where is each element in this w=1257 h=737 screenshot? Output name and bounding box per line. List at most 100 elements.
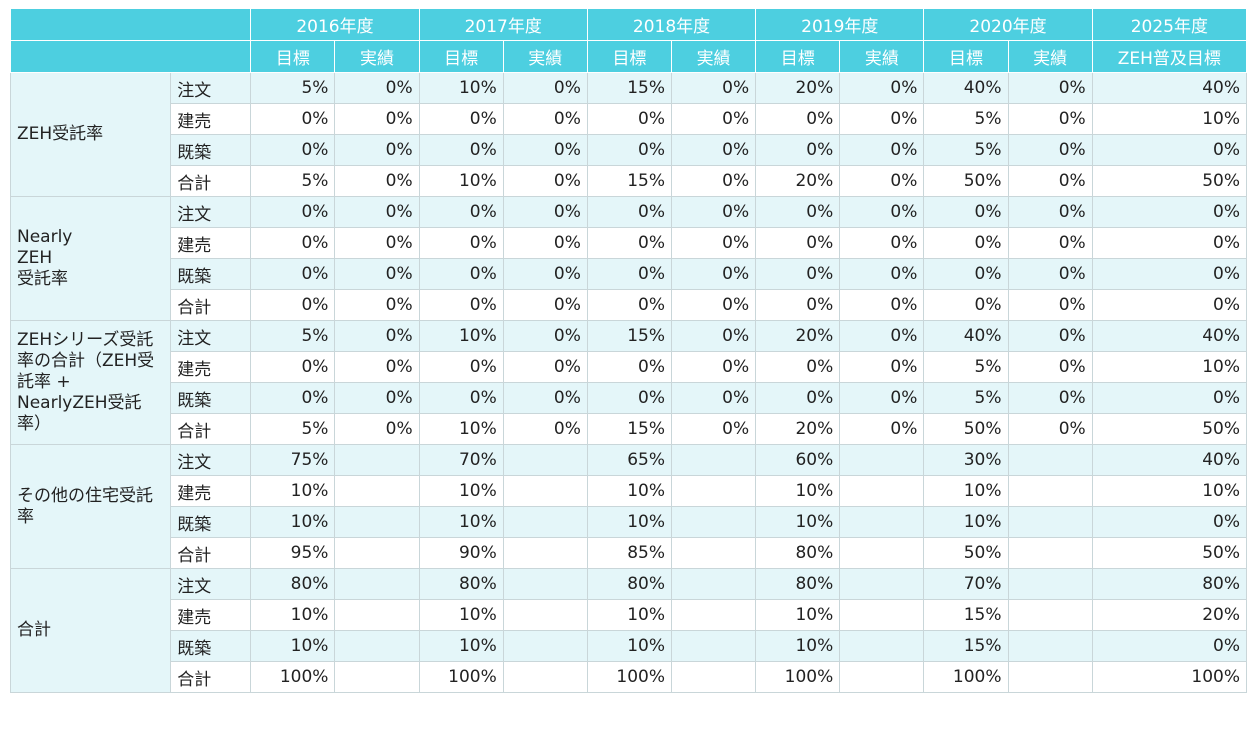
value-cell: 15% bbox=[586, 413, 673, 445]
value-cell: 10% bbox=[250, 630, 336, 662]
row-type-label: 既築 bbox=[170, 506, 252, 538]
value-cell: 0% bbox=[1007, 165, 1093, 197]
table-row: 既築 0% 0% 0% 0% 0% 0% 0% 0% 5% 0% 0% bbox=[11, 382, 1248, 414]
header-corner-sub bbox=[9, 40, 252, 73]
row-type-label: 既築 bbox=[170, 258, 252, 290]
actual-header: 実績 bbox=[334, 40, 420, 73]
value-cell: 0% bbox=[1007, 134, 1093, 166]
value-cell bbox=[1007, 506, 1093, 538]
value-cell: 0% bbox=[586, 103, 673, 135]
table-row: 既築 0% 0% 0% 0% 0% 0% 0% 0% 5% 0% 0% bbox=[11, 134, 1248, 166]
value-cell: 0% bbox=[670, 165, 757, 197]
value-cell: 90% bbox=[418, 537, 504, 569]
value-cell bbox=[839, 599, 925, 631]
value-cell: 80% bbox=[586, 568, 673, 600]
value-cell: 0% bbox=[923, 227, 1009, 259]
row-type-label: 合計 bbox=[170, 661, 252, 693]
value-cell: 15% bbox=[923, 599, 1009, 631]
value-cell bbox=[502, 475, 588, 507]
value-cell: 0% bbox=[1007, 382, 1093, 414]
value-cell bbox=[502, 630, 588, 662]
value-cell: 0% bbox=[334, 134, 420, 166]
value-cell: 10% bbox=[1091, 475, 1248, 507]
table-row: 合計 95% 90% 85% 80% 50% 50% bbox=[11, 537, 1248, 569]
value-cell: 20% bbox=[1091, 599, 1248, 631]
table-row: Nearly ZEH 受託率 注文 0% 0% 0% 0% 0% 0% 0% 0% 0% 0% 0% bbox=[9, 196, 1248, 321]
value-cell: 10% bbox=[755, 475, 841, 507]
row-type-label: 建売 bbox=[170, 475, 252, 507]
value-cell: 0% bbox=[418, 351, 504, 383]
value-cell: 0% bbox=[1007, 196, 1093, 228]
value-cell: 0% bbox=[839, 72, 925, 104]
value-cell: 0% bbox=[502, 227, 588, 259]
value-cell: 0% bbox=[755, 103, 841, 135]
value-cell: 0% bbox=[418, 227, 504, 259]
value-cell: 100% bbox=[586, 661, 673, 693]
category-label: Nearly ZEH 受託率 bbox=[9, 196, 172, 321]
row-type-label: 合計 bbox=[170, 165, 252, 197]
value-cell: 0% bbox=[839, 258, 925, 290]
value-cell: 100% bbox=[418, 661, 504, 693]
value-cell: 0% bbox=[670, 134, 757, 166]
value-cell: 0% bbox=[839, 134, 925, 166]
row-type-label: 合計 bbox=[170, 413, 252, 445]
value-cell: 0% bbox=[334, 320, 420, 352]
value-cell: 15% bbox=[923, 630, 1009, 662]
value-cell: 50% bbox=[923, 537, 1009, 569]
actual-header: 実績 bbox=[1007, 40, 1093, 73]
table-row: 合計 注文 80% 80% 80% 80% 70% 80% bbox=[9, 568, 1248, 693]
value-cell: 40% bbox=[1091, 72, 1248, 104]
value-cell: 10% bbox=[586, 506, 673, 538]
row-type-label: 建売 bbox=[170, 351, 252, 383]
actual-header: 実績 bbox=[839, 40, 925, 73]
value-cell: 10% bbox=[250, 506, 336, 538]
year-header-2018: 2018年度 bbox=[586, 8, 757, 41]
row-type-label: 注文 bbox=[170, 568, 252, 600]
value-cell: 0% bbox=[586, 258, 673, 290]
value-cell bbox=[1007, 568, 1093, 600]
value-cell: 0% bbox=[250, 134, 336, 166]
value-cell: 0% bbox=[1091, 258, 1248, 290]
table-row: 建売 0% 0% 0% 0% 0% 0% 0% 0% 5% 0% 10% bbox=[11, 103, 1248, 135]
value-cell: 0% bbox=[502, 320, 588, 352]
table-row: 合計 5% 0% 10% 0% 15% 0% 20% 0% 50% 0% 50% bbox=[11, 165, 1248, 197]
value-cell: 0% bbox=[1007, 258, 1093, 290]
value-cell: 20% bbox=[755, 320, 841, 352]
value-cell bbox=[502, 661, 588, 693]
value-cell: 50% bbox=[1091, 165, 1248, 197]
value-cell: 0% bbox=[502, 72, 588, 104]
value-cell: 0% bbox=[755, 134, 841, 166]
target-header: 目標 bbox=[923, 40, 1009, 73]
value-cell: 70% bbox=[923, 568, 1009, 600]
value-cell: 10% bbox=[418, 630, 504, 662]
value-cell: 10% bbox=[755, 630, 841, 662]
value-cell: 0% bbox=[250, 227, 336, 259]
value-cell: 0% bbox=[502, 289, 588, 321]
value-cell: 0% bbox=[670, 227, 757, 259]
table-row: 建売 0% 0% 0% 0% 0% 0% 0% 0% 5% 0% 10% bbox=[11, 351, 1248, 383]
value-cell: 10% bbox=[1091, 103, 1248, 135]
target-header: 目標 bbox=[586, 40, 673, 73]
value-cell: 20% bbox=[755, 413, 841, 445]
value-cell: 0% bbox=[586, 382, 673, 414]
value-cell: 0% bbox=[418, 382, 504, 414]
value-cell: 50% bbox=[923, 165, 1009, 197]
value-cell bbox=[502, 506, 588, 538]
value-cell: 0% bbox=[670, 196, 757, 228]
category-label: ZEHシリーズ受託率の合計（ZEH受託率 + NearlyZEH受託率） bbox=[9, 320, 172, 445]
target-header: 目標 bbox=[250, 40, 336, 73]
value-cell: 0% bbox=[755, 196, 841, 228]
value-cell bbox=[1007, 599, 1093, 631]
value-cell: 0% bbox=[839, 382, 925, 414]
value-cell: 0% bbox=[839, 165, 925, 197]
value-cell: 0% bbox=[334, 103, 420, 135]
value-cell: 70% bbox=[418, 444, 504, 476]
actual-header: 実績 bbox=[670, 40, 757, 73]
value-cell: 0% bbox=[502, 103, 588, 135]
value-cell: 0% bbox=[1091, 506, 1248, 538]
value-cell: 5% bbox=[250, 165, 336, 197]
year-header-2016: 2016年度 bbox=[250, 8, 420, 41]
value-cell: 65% bbox=[586, 444, 673, 476]
value-cell: 0% bbox=[839, 320, 925, 352]
value-cell: 0% bbox=[670, 351, 757, 383]
